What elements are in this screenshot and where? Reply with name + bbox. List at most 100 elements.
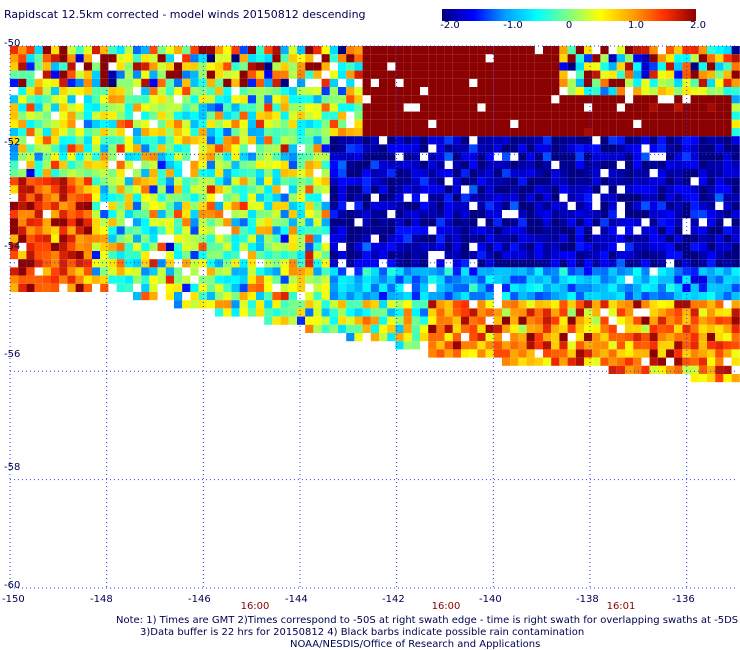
wind-cell [674, 300, 683, 309]
wind-cell [698, 46, 707, 55]
wind-cell [231, 144, 240, 153]
wind-cell [518, 46, 527, 55]
wind-cell [42, 242, 51, 251]
wind-cell [59, 267, 68, 276]
wind-cell [26, 70, 35, 79]
wind-cell [338, 292, 347, 301]
wind-cell [198, 259, 207, 268]
wind-cell [543, 160, 552, 169]
wind-cell [469, 46, 478, 55]
wind-cell [18, 103, 27, 112]
wind-cell [674, 193, 683, 202]
wind-cell [313, 87, 322, 96]
wind-cell [313, 324, 322, 333]
wind-cell [370, 259, 379, 268]
wind-cell [715, 95, 724, 104]
wind-cell [395, 169, 404, 178]
wind-cell [428, 308, 437, 317]
wind-cell [51, 218, 60, 227]
wind-cell [698, 78, 707, 87]
wind-cell [731, 128, 740, 137]
wind-cell [436, 308, 445, 317]
wind-cell [297, 54, 306, 63]
wind-cell [395, 193, 404, 202]
wind-cell [133, 152, 142, 161]
wind-cell [575, 128, 584, 137]
wind-cell [338, 160, 347, 169]
wind-cell [272, 300, 281, 309]
wind-cell [469, 341, 478, 350]
wind-cell [543, 169, 552, 178]
wind-cell [239, 144, 248, 153]
wind-cell [387, 234, 396, 243]
wind-cell [288, 308, 297, 317]
wind-cell [247, 62, 256, 71]
wind-cell [108, 95, 117, 104]
wind-cell [297, 70, 306, 79]
wind-cell [141, 160, 150, 169]
wind-cell [436, 193, 445, 202]
wind-cell [559, 259, 568, 268]
wind-cell [100, 111, 109, 120]
wind-cell [518, 119, 527, 128]
wind-cell [321, 201, 330, 210]
wind-cell [215, 87, 224, 96]
wind-cell [10, 136, 19, 145]
wind-cell [723, 111, 732, 120]
wind-cell [51, 226, 60, 235]
wind-cell [674, 218, 683, 227]
wind-cell [715, 300, 724, 309]
wind-cell [116, 169, 125, 178]
wind-cell [502, 177, 511, 186]
wind-cell [592, 87, 601, 96]
wind-cell [510, 136, 519, 145]
wind-cell [469, 292, 478, 301]
wind-cell [42, 218, 51, 227]
wind-cell [551, 259, 560, 268]
wind-cell [477, 300, 486, 309]
wind-cell [428, 193, 437, 202]
wind-cell [559, 234, 568, 243]
wind-cell [436, 78, 445, 87]
wind-cell [116, 234, 125, 243]
wind-cell [108, 70, 117, 79]
wind-cell [469, 333, 478, 342]
wind-cell [674, 308, 683, 317]
wind-cell [625, 54, 634, 63]
wind-cell [75, 54, 84, 63]
wind-cell [231, 62, 240, 71]
wind-cell [83, 70, 92, 79]
wind-cell [641, 103, 650, 112]
wind-cell [26, 201, 35, 210]
wind-cell [165, 152, 174, 161]
wind-cell [690, 201, 699, 210]
wind-cell [559, 160, 568, 169]
wind-cell [567, 267, 576, 276]
wind-cell [387, 54, 396, 63]
wind-cell [452, 324, 461, 333]
wind-cell [452, 111, 461, 120]
wind-cell [239, 300, 248, 309]
wind-cell [370, 267, 379, 276]
wind-cell [256, 283, 265, 292]
wind-cell [297, 119, 306, 128]
wind-cell [715, 267, 724, 276]
wind-cell [469, 251, 478, 260]
wind-cell [67, 46, 76, 55]
wind-cell [526, 357, 535, 366]
wind-cell [108, 78, 117, 87]
wind-cell [354, 300, 363, 309]
wind-cell [485, 341, 494, 350]
wind-cell [715, 78, 724, 87]
wind-cell [690, 316, 699, 325]
wind-cell [329, 316, 338, 325]
wind-cell [543, 292, 552, 301]
wind-cell [231, 259, 240, 268]
wind-cell [190, 119, 199, 128]
wind-cell [657, 185, 666, 194]
wind-cell [206, 144, 215, 153]
wind-cell [543, 349, 552, 358]
wind-cell [264, 210, 273, 219]
wind-cell [256, 308, 265, 317]
wind-cell [288, 316, 297, 325]
